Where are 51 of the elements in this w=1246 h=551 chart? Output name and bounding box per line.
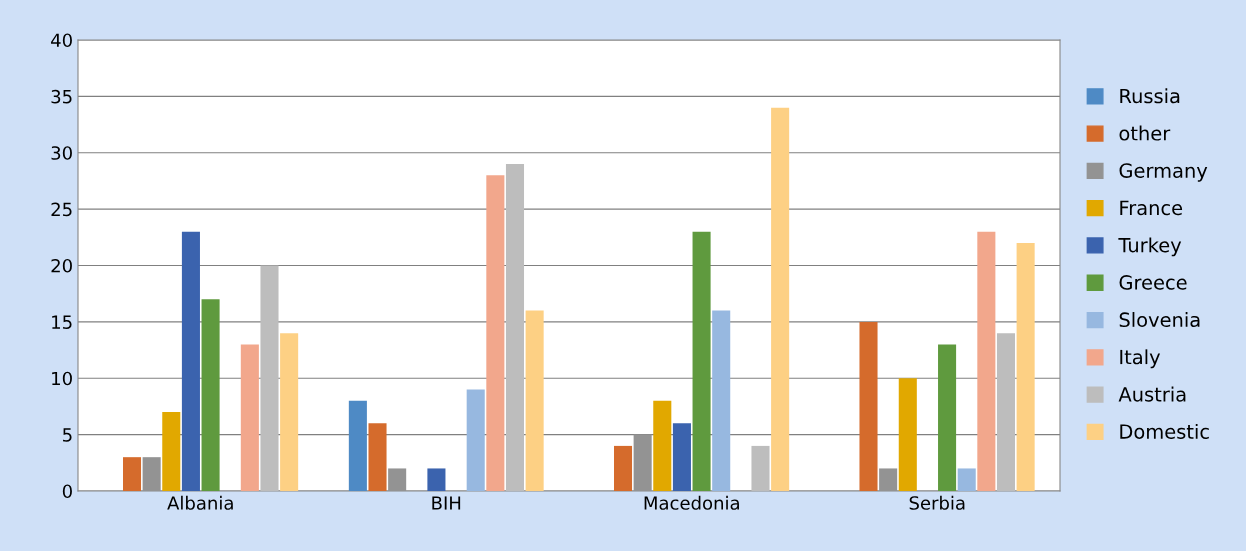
- legend-label: Domestic: [1120, 423, 1209, 439]
- y-tick-label: 5: [63, 428, 72, 442]
- bar: [712, 310, 731, 491]
- bar: [260, 265, 279, 491]
- legend-label: Turkey: [1118, 237, 1182, 257]
- bar: [977, 231, 996, 491]
- bar: [181, 231, 200, 491]
- legend-label: other: [1119, 125, 1171, 141]
- y-tick-label: 25: [51, 202, 72, 217]
- bar: [162, 412, 181, 491]
- y-tick-label: 35: [51, 89, 72, 104]
- bar: [122, 457, 142, 491]
- bar: [427, 468, 446, 491]
- bar: [486, 175, 505, 491]
- x-tick-label: Serbia: [909, 495, 965, 510]
- bar: [505, 164, 525, 491]
- bar: [348, 400, 367, 491]
- legend-label: Greece: [1119, 275, 1187, 290]
- bar: [368, 423, 387, 491]
- bar: [280, 333, 299, 491]
- legend-label: Austria: [1118, 386, 1186, 402]
- y-tick-label: 20: [51, 258, 72, 273]
- bar: [957, 468, 976, 491]
- bar: [859, 321, 878, 491]
- bar: [692, 231, 711, 491]
- bar: [613, 445, 633, 491]
- x-tick-label: Macedonia: [644, 495, 739, 510]
- bar: [996, 333, 1016, 491]
- y-tick-label: 10: [52, 371, 72, 386]
- bar: [672, 423, 691, 491]
- y-tick-label: 0: [62, 484, 72, 499]
- bar: [525, 310, 544, 491]
- legend-label: Slovenia: [1119, 312, 1200, 328]
- y-tick-label: 40: [51, 33, 72, 48]
- legend-label: Italy: [1120, 349, 1161, 369]
- bar: [466, 389, 485, 491]
- x-tick-label: BIH: [432, 496, 461, 510]
- bar: [201, 299, 220, 491]
- legend-label: Germany: [1119, 163, 1208, 182]
- y-tick-label: 15: [52, 315, 72, 329]
- x-tick-label: Albania: [167, 495, 233, 510]
- legend-label: Russia: [1120, 88, 1180, 104]
- legend-label: France: [1120, 200, 1183, 216]
- bar: [938, 344, 957, 491]
- bar: [240, 344, 259, 491]
- bar: [653, 400, 672, 491]
- bar: [1016, 242, 1035, 491]
- bar: [751, 445, 770, 491]
- bar: [771, 107, 790, 491]
- bar: [898, 378, 917, 491]
- y-tick-label: 30: [51, 146, 72, 160]
